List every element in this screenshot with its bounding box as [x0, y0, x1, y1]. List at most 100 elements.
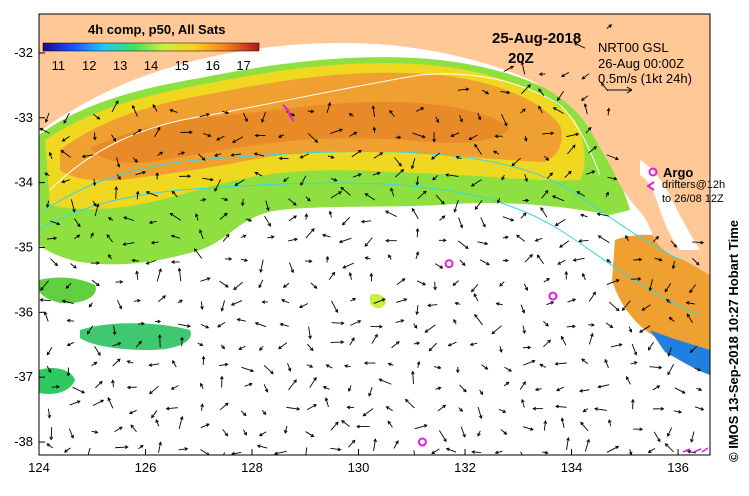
current-vector [201, 404, 203, 411]
current-vector [91, 279, 100, 286]
current-vector [457, 240, 469, 249]
current-vector [373, 152, 383, 159]
current-vector [195, 213, 199, 221]
current-vector [74, 218, 81, 227]
current-vector-head [44, 172, 48, 176]
current-vector [135, 341, 142, 348]
current-vector-head [442, 404, 447, 409]
current-vector-head [581, 272, 586, 277]
current-vector [156, 268, 162, 282]
current-vector-head [77, 223, 81, 228]
current-vector [217, 321, 226, 328]
current-vector-head [403, 298, 408, 302]
current-vector [541, 190, 549, 199]
current-vector [543, 278, 550, 283]
current-vector-head [527, 345, 532, 350]
current-vector [566, 437, 569, 451]
current-vector [47, 237, 57, 240]
current-vector-head [621, 307, 626, 311]
current-vector [149, 220, 157, 224]
current-vector-head [686, 313, 691, 318]
current-vector-head [557, 261, 562, 265]
current-vector-head [527, 84, 531, 88]
current-vector-head [308, 335, 312, 340]
current-vector-head [371, 105, 376, 110]
current-vector-head [455, 155, 460, 160]
current-vector [468, 134, 478, 140]
current-vector [349, 337, 355, 346]
current-vector-head [157, 319, 162, 324]
y-tick-label: -34 [14, 175, 33, 190]
current-vector [351, 150, 362, 158]
current-vector-head [482, 223, 486, 228]
current-vector [222, 234, 230, 242]
current-vector-head [290, 269, 295, 274]
current-vector-head [560, 417, 565, 422]
current-vector-head [471, 450, 476, 454]
current-vector [522, 426, 534, 431]
current-vector-head [397, 135, 402, 140]
current-vector [178, 416, 183, 430]
current-vector-head [437, 386, 442, 391]
current-vector-head [571, 144, 576, 149]
y-tick-label: -38 [14, 434, 33, 449]
current-vector-head [130, 424, 135, 429]
x-tick-label: 124 [28, 460, 50, 475]
current-vector [667, 364, 675, 375]
current-vector-head [428, 347, 433, 352]
current-vector [194, 248, 203, 259]
current-vector [652, 236, 659, 243]
current-vector [416, 280, 426, 286]
current-vector-head [360, 219, 365, 224]
current-vector [171, 191, 178, 198]
current-vector-head [93, 361, 98, 366]
current-vector [503, 381, 509, 387]
current-vector-head [341, 221, 346, 226]
current-vector-head [545, 157, 550, 161]
current-vector [413, 450, 415, 455]
current-vector-head [700, 240, 705, 245]
current-vector [199, 229, 204, 240]
current-vector-head [151, 414, 155, 419]
current-vector [555, 405, 567, 408]
current-vector-head [594, 407, 599, 411]
current-vector-head [108, 253, 112, 258]
current-vector-head [379, 324, 383, 329]
current-vector-head [463, 388, 467, 393]
current-vector-head [536, 254, 541, 259]
current-vector-head [579, 388, 583, 393]
current-vector-head [141, 321, 145, 326]
current-vector [94, 381, 103, 389]
current-vector [127, 360, 134, 364]
current-vector [439, 215, 446, 221]
current-vector [300, 153, 309, 159]
current-vector [330, 421, 339, 431]
current-vector-head [400, 168, 405, 173]
current-vector-head [135, 270, 139, 275]
current-vector-head [293, 215, 297, 219]
current-vector-head [539, 363, 544, 368]
current-vector-head [46, 443, 51, 447]
current-vector [581, 358, 589, 365]
current-vector [243, 429, 247, 436]
current-vector-head [413, 457, 416, 460]
current-vector [158, 442, 162, 453]
current-vector-head [309, 364, 314, 368]
current-vector [267, 236, 274, 239]
current-vector [340, 187, 351, 196]
current-vector-head [351, 439, 356, 444]
current-vector-head [179, 415, 184, 420]
current-vector-head [259, 347, 263, 351]
current-vector [87, 447, 91, 455]
current-vector [493, 150, 500, 155]
current-vector [231, 452, 242, 455]
current-vector-head [88, 303, 93, 308]
current-vector [288, 379, 297, 391]
current-vector-head [454, 301, 459, 306]
current-vector [219, 402, 229, 411]
current-vector-head [267, 222, 271, 227]
current-vector-head [266, 207, 270, 212]
current-vector-head [76, 234, 81, 239]
current-vector [91, 361, 97, 367]
current-vector-head [86, 457, 89, 460]
